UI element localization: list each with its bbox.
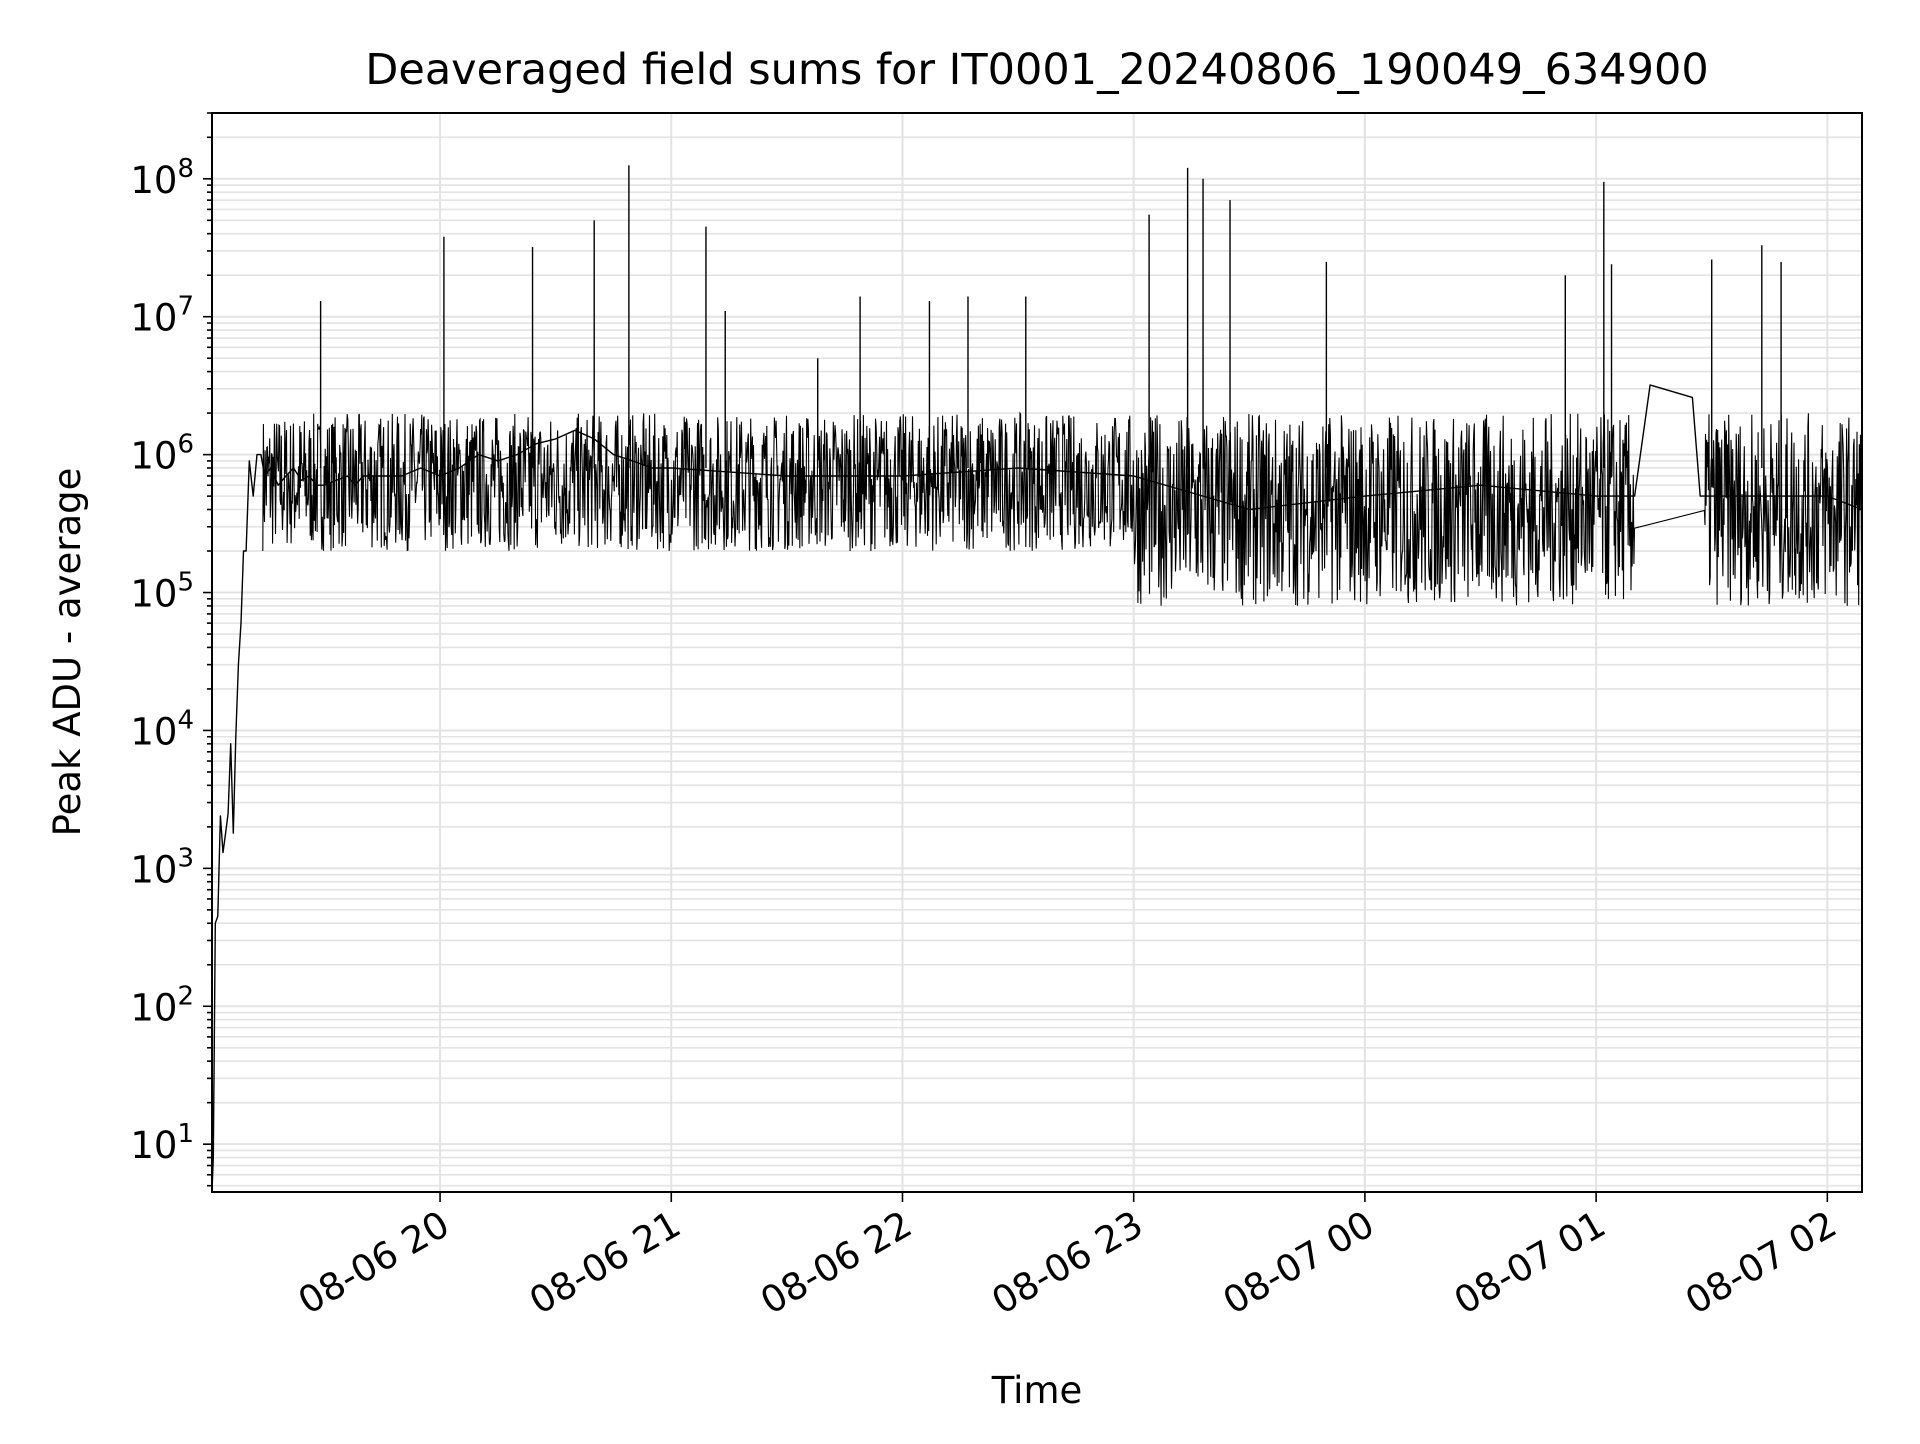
grid-layer	[212, 112, 1862, 1192]
plot-frame	[211, 112, 1863, 1193]
chart-title: Deaveraged field sums for IT0001_2024080…	[365, 45, 1708, 95]
y-tick-label: 106	[130, 430, 194, 478]
x-axis-label: Time	[991, 1369, 1083, 1412]
series-layer	[211, 165, 1863, 1193]
y-tick-label: 101	[130, 1119, 194, 1167]
y-tick-label: 105	[130, 568, 194, 616]
y-tick-label: 108	[130, 154, 194, 202]
y-tick-label: 102	[130, 981, 194, 1029]
y-tick-label: 104	[130, 705, 194, 753]
series-noise-band	[262, 411, 1863, 606]
y-axis-label: Peak ADU - average	[46, 468, 89, 837]
y-tick-label: 107	[130, 292, 194, 340]
y-tick-label: 103	[130, 843, 194, 891]
